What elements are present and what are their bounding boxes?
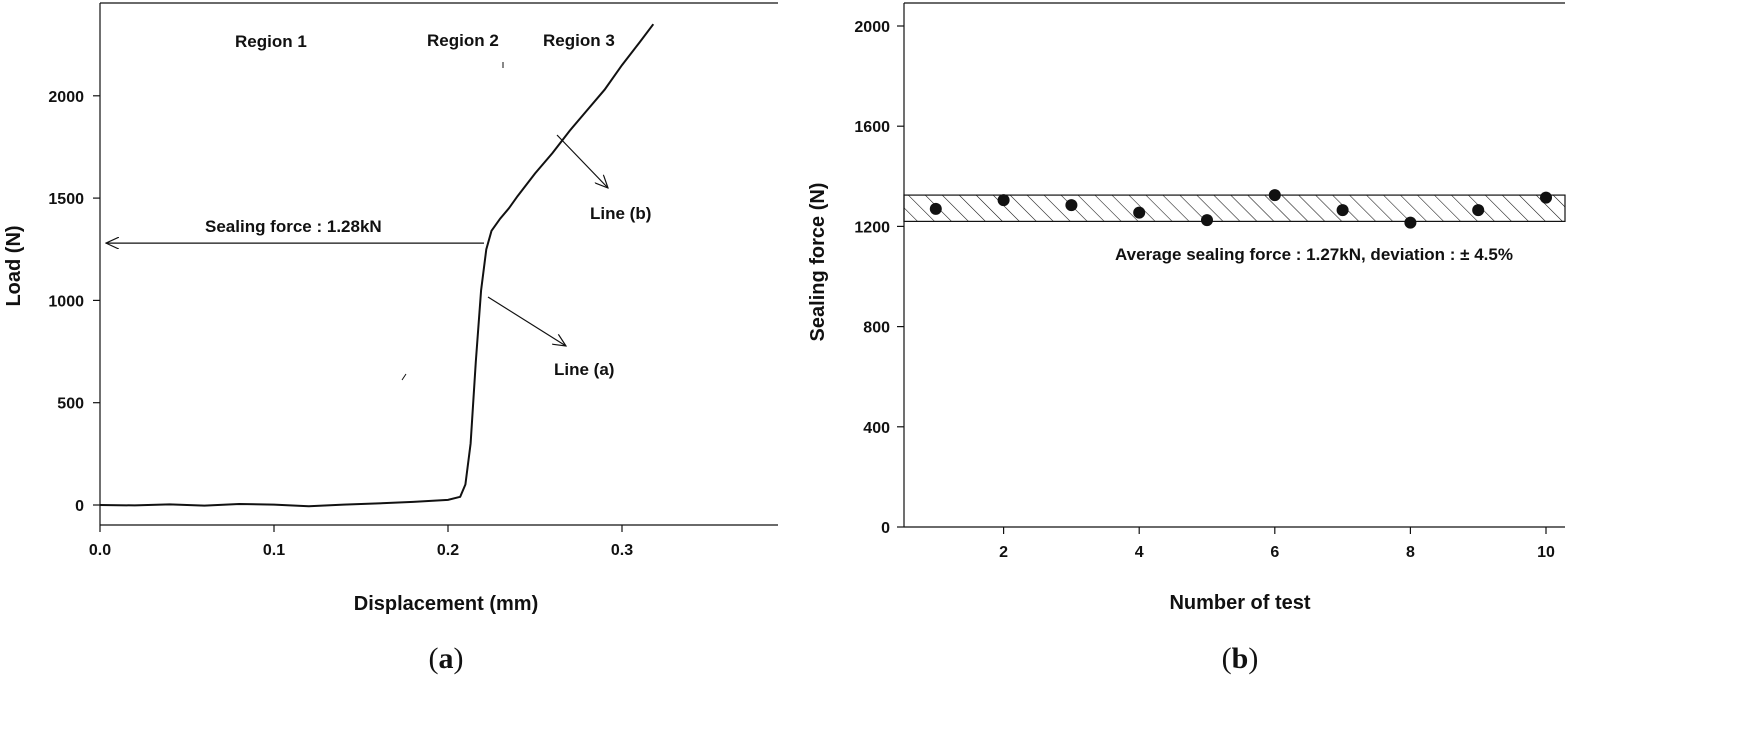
panel-b-points — [929, 189, 1552, 229]
data-point — [1540, 191, 1552, 204]
data-point — [1065, 199, 1078, 212]
data-point — [1201, 214, 1213, 227]
panel-a-ticks: 0.0 0.1 0.2 0.3 0 500 1000 1500 2000 — [48, 89, 633, 559]
panel-a-label: (a) — [429, 642, 464, 675]
data-point — [929, 202, 942, 215]
panel-a-x-tick-label: 0.3 — [611, 542, 633, 559]
panel-a-y-tick-label: 500 — [57, 396, 84, 413]
panel-b-x-tick-label: 4 — [1135, 544, 1144, 561]
panel-b-x-tick-label: 8 — [1406, 544, 1415, 561]
panel-b-ticks: 2 4 6 8 10 0 400 800 1200 1600 2000 — [854, 19, 1555, 561]
line-b-arrow — [556, 134, 608, 188]
panel-b-y-tick-label: 1600 — [854, 119, 890, 136]
region-1-label: Region 1 — [235, 32, 307, 51]
panel-b-x-tick-label: 10 — [1537, 544, 1555, 561]
panel-a-load-curve — [99, 23, 655, 508]
panel-a-y-tick-label: 0 — [75, 498, 84, 515]
data-point — [1133, 206, 1146, 219]
panel-b-x-axis-title: Number of test — [1169, 592, 1310, 614]
panel-b-x-tick-label: 2 — [999, 544, 1008, 561]
deviation-band — [903, 194, 1566, 222]
panel-b-y-tick-label: 400 — [863, 420, 890, 437]
panel-b: 2 4 6 8 10 0 400 800 1200 1600 2000 Average sealin… — [807, 2, 1566, 675]
panel-b-y-tick-label: 0 — [881, 520, 890, 537]
panel-a-y-tick-label: 2000 — [48, 89, 84, 106]
data-point — [997, 194, 1010, 207]
panel-a-x-tick-label: 0.1 — [263, 542, 285, 559]
panel-a-x-axis-title: Displacement (mm) — [354, 593, 539, 615]
data-point — [1268, 189, 1281, 202]
average-sealing-force-label: Average sealing force : 1.27kN, deviatio… — [1115, 245, 1513, 264]
panel-a-y-axis-title: Load (N) — [3, 225, 25, 306]
panel-a-x-tick-label: 0.2 — [437, 542, 459, 559]
region-3-label: Region 3 — [543, 31, 615, 50]
line-a-label: Line (a) — [554, 360, 614, 379]
stray-mark — [401, 373, 407, 381]
region-2-label: Region 2 — [427, 31, 499, 50]
panel-b-y-tick-label: 800 — [863, 320, 890, 337]
panel-a-y-tick-label: 1500 — [48, 191, 84, 208]
panel-b-x-tick-label: 6 — [1270, 544, 1279, 561]
panel-b-y-tick-label: 1200 — [854, 219, 890, 236]
panel-b-y-axis-title: Sealing force (N) — [807, 183, 829, 342]
data-point — [1472, 204, 1485, 217]
data-point — [1404, 216, 1417, 229]
panel-b-y-tick-label: 2000 — [854, 19, 890, 36]
panel-a: 0.0 0.1 0.2 0.3 0 500 1000 1500 2000 Region 1 Re… — [3, 2, 778, 675]
line-a-arrow — [487, 296, 566, 346]
data-point — [1336, 204, 1349, 217]
panel-a-x-tick-label: 0.0 — [89, 542, 111, 559]
line-b-label: Line (b) — [590, 204, 651, 223]
panel-b-label: (b) — [1222, 642, 1259, 675]
sealing-force-label: Sealing force : 1.28kN — [205, 217, 382, 236]
panel-a-y-tick-label: 1000 — [48, 293, 84, 310]
